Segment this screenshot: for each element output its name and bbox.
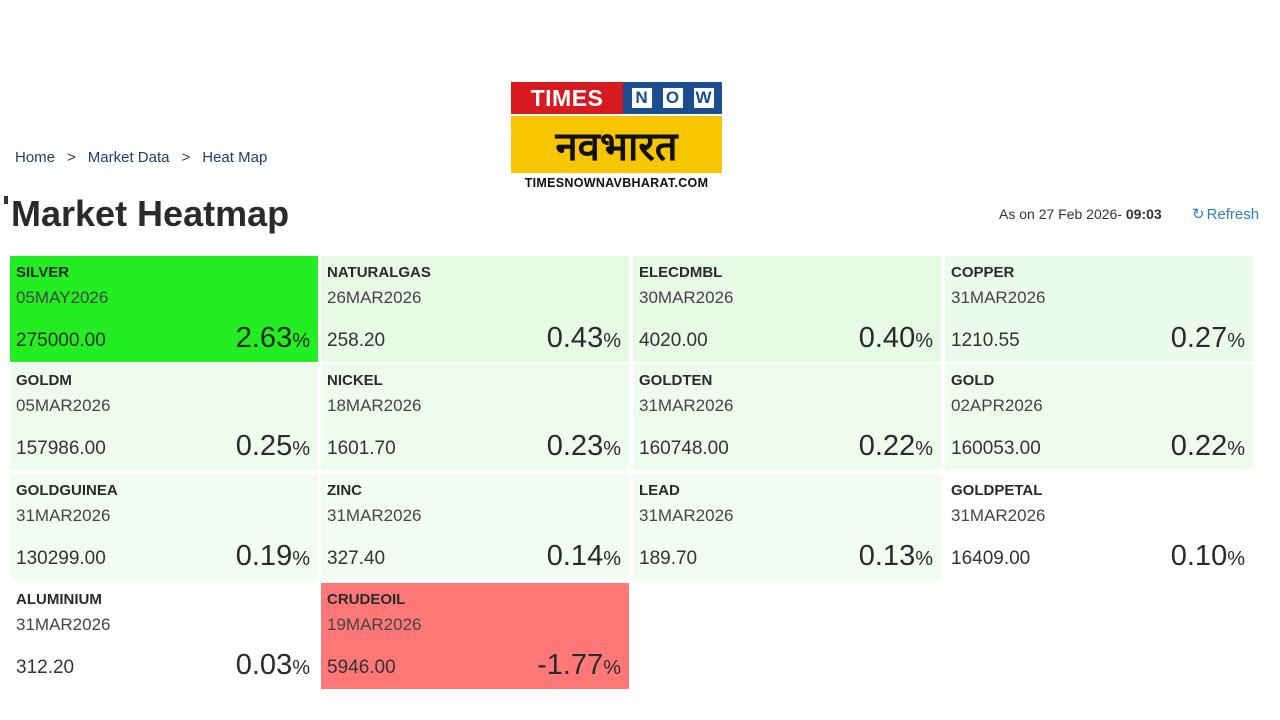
tile-expiry: 26MAR2026 (327, 288, 422, 307)
tile-symbol: GOLDPETAL (951, 482, 1043, 499)
breadcrumb-market-data-link[interactable]: Market Data (87, 149, 170, 166)
tile-symbol: COPPER (951, 264, 1015, 281)
tile-change-percent: 0.10% (1170, 540, 1245, 572)
breadcrumb-separator: > (67, 149, 76, 166)
tile-price: 312.20 (16, 657, 75, 678)
tile-symbol: GOLDGUINEA (16, 482, 118, 499)
heatmap-tile-copper[interactable]: COPPER 31MAR2026 1210.55 0.27% (945, 256, 1253, 362)
tile-change-percent: 0.03% (235, 649, 310, 681)
tile-symbol: ALUMINIUM (16, 591, 102, 608)
heatmap-tile-goldten[interactable]: GOLDTEN 31MAR2026 160748.00 0.22% (633, 364, 941, 470)
heatmap-tile-lead[interactable]: LEAD 31MAR2026 189.70 0.13% (633, 474, 941, 580)
tile-change-percent: 0.22% (858, 430, 933, 462)
tile-change-percent: 0.23% (546, 430, 621, 462)
heatmap-tile-crudeoil[interactable]: CRUDEOIL 19MAR2026 5946.00 -1.77% (321, 583, 629, 689)
heatmap-tile-aluminium[interactable]: ALUMINIUM 31MAR2026 312.20 0.03% (10, 583, 318, 689)
heatmap-tile-zinc[interactable]: ZINC 31MAR2026 327.40 0.14% (321, 474, 629, 580)
logo-url-text: TIMESNOWNAVBHARAT.COM (524, 176, 709, 190)
heatmap-tile-elecdmbl[interactable]: ELECDMBL 30MAR2026 4020.00 0.40% (633, 256, 941, 362)
tile-expiry: 05MAR2026 (16, 396, 111, 415)
tile-expiry: 31MAR2026 (639, 506, 734, 525)
tile-expiry: 31MAR2026 (16, 506, 111, 525)
tile-price: 157986.00 (16, 438, 106, 459)
tile-symbol: NATURALGAS (327, 264, 431, 281)
tile-symbol: SILVER (16, 264, 70, 281)
tile-price: 5946.00 (327, 657, 396, 678)
tile-symbol: GOLD (951, 372, 995, 389)
tile-change-percent: 0.19% (235, 540, 310, 572)
tile-symbol: NICKEL (327, 372, 383, 389)
tile-price: 4020.00 (639, 330, 708, 351)
tile-price: 1601.70 (327, 438, 396, 459)
tile-change-percent: 0.40% (858, 322, 933, 354)
tile-expiry: 31MAR2026 (16, 615, 111, 634)
tile-price: 160053.00 (951, 438, 1041, 459)
tile-symbol: ELECDMBL (639, 264, 723, 281)
tile-change-percent: -1.77% (537, 649, 621, 681)
tile-expiry: 19MAR2026 (327, 615, 422, 634)
tile-change-percent: 0.43% (546, 322, 621, 354)
tile-symbol: GOLDTEN (639, 372, 713, 389)
heatmap-tile-silver[interactable]: SILVER 05MAY2026 275000.00 2.63% (10, 256, 318, 362)
tile-symbol: ZINC (327, 482, 362, 499)
heatmap-tile-gold[interactable]: GOLD 02APR2026 160053.00 0.22% (945, 364, 1253, 470)
tile-symbol: CRUDEOIL (327, 591, 406, 608)
heatmap-tile-goldm[interactable]: GOLDM 05MAR2026 157986.00 0.25% (10, 364, 318, 470)
tile-price: 1210.55 (951, 330, 1020, 351)
tile-change-percent: 0.27% (1170, 322, 1245, 354)
breadcrumb-separator: > (181, 149, 191, 166)
tile-expiry: 30MAR2026 (639, 288, 734, 307)
heatmap-tile-goldguinea[interactable]: GOLDGUINEA 31MAR2026 130299.00 0.19% (10, 474, 318, 580)
tile-price: 258.20 (327, 330, 386, 351)
tile-expiry: 18MAR2026 (327, 396, 422, 415)
tile-expiry: 05MAY2026 (16, 288, 109, 307)
heatmap-tile-naturalgas[interactable]: NATURALGAS 26MAR2026 258.20 0.43% (321, 256, 629, 362)
tile-symbol: GOLDM (16, 372, 72, 389)
logo-times-text: TIMES (511, 82, 623, 114)
tile-price: 16409.00 (951, 548, 1031, 569)
refresh-icon: ↻ (1192, 206, 1205, 223)
breadcrumb-heat-map-link[interactable]: Heat Map (202, 149, 268, 166)
tile-change-percent: 0.25% (235, 430, 310, 462)
tile-expiry: 31MAR2026 (327, 506, 422, 525)
tile-symbol: LEAD (639, 482, 680, 499)
tile-expiry: 31MAR2026 (951, 288, 1046, 307)
tile-change-percent: 0.14% (546, 540, 621, 572)
tile-change-percent: 0.13% (858, 540, 933, 572)
title-marker (4, 196, 8, 204)
refresh-label: Refresh (1206, 205, 1260, 223)
breadcrumb: Home > Market Data > Heat Map (15, 149, 267, 166)
tile-price: 160748.00 (639, 438, 729, 459)
logo-hindi-text: नवभारत (511, 116, 722, 173)
breadcrumb-home-link[interactable]: Home (15, 149, 56, 166)
tile-expiry: 02APR2026 (951, 396, 1043, 415)
tile-price: 275000.00 (16, 330, 106, 351)
tile-price: 189.70 (639, 548, 698, 569)
page-title: Market Heatmap (11, 193, 290, 234)
tile-change-percent: 0.22% (1170, 430, 1245, 462)
tile-expiry: 31MAR2026 (639, 396, 734, 415)
tile-change-percent: 2.63% (235, 322, 310, 354)
tile-price: 130299.00 (16, 548, 106, 569)
tile-price: 327.40 (327, 548, 386, 569)
as-on-timestamp: As on 27 Feb 2026- 09:03 (999, 206, 1162, 222)
heatmap-tile-nickel[interactable]: NICKEL 18MAR2026 1601.70 0.23% (321, 364, 629, 470)
heatmap-tile-goldpetal[interactable]: GOLDPETAL 31MAR2026 16409.00 0.10% (945, 474, 1253, 580)
refresh-button[interactable]: ↻ Refresh (1192, 205, 1260, 224)
tile-expiry: 31MAR2026 (951, 506, 1046, 525)
